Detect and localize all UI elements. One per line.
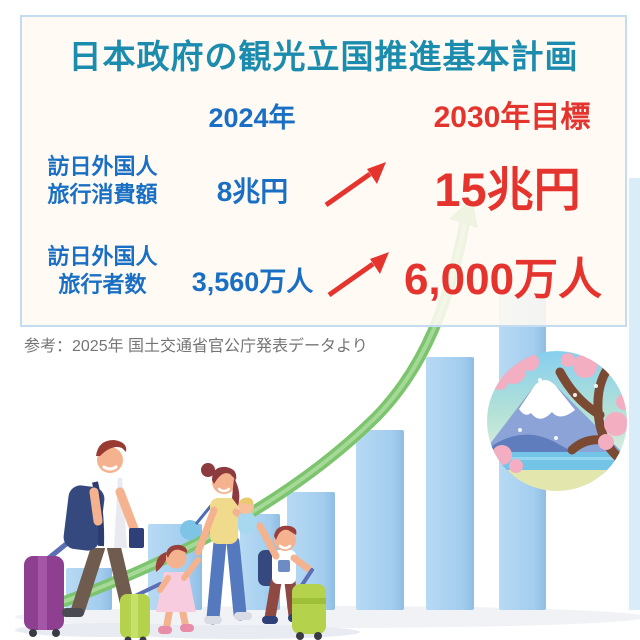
- father-figure: [62, 440, 144, 624]
- traveler-family-illustration: [24, 440, 326, 640]
- value-visitors-2024: 3,560万人: [191, 267, 314, 297]
- row-label-visitors: 訪日外国人 旅行者数: [47, 244, 158, 297]
- row-label-consumption: 訪日外国人 旅行消費額: [47, 154, 158, 207]
- target-visitors-2030: 6,000万人: [403, 255, 603, 304]
- column-header-2024: 2024年: [208, 103, 296, 133]
- daughter-figure: [155, 544, 201, 634]
- source-note: 参考：2025年 国土交通省官公庁発表データより: [24, 338, 368, 355]
- summary-panel: 日本政府の観光立国推進基本計画 2024年 2030年目標 訪日外国人 旅行消費…: [20, 15, 627, 327]
- red-up-right-arrow-icon: [324, 162, 386, 208]
- red-up-right-arrow-icon: [327, 252, 389, 298]
- ground-shadow: [15, 606, 640, 639]
- mount-fuji-sakura-badge-icon: [487, 351, 627, 491]
- lime-suitcase-boy-icon: [292, 568, 326, 640]
- lime-suitcase-small-icon: [120, 582, 162, 640]
- mother-and-baby-figure: [180, 463, 255, 625]
- target-consumption-2030: 15兆円: [434, 163, 581, 216]
- value-consumption-2024: 8兆円: [216, 176, 289, 207]
- page-title: 日本政府の観光立国推進基本計画: [68, 38, 579, 75]
- column-header-2030-target: 2030年目標: [433, 101, 591, 134]
- boy-figure: [256, 522, 326, 640]
